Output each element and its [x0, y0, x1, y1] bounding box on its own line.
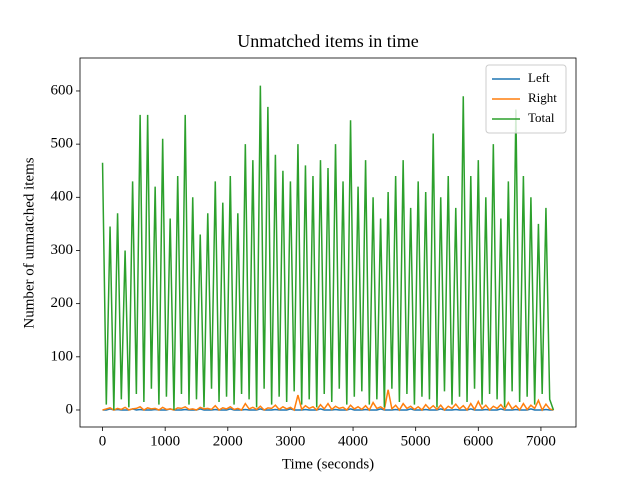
- axes-frame: [79, 57, 577, 428]
- y-axis-label: Number of unmatched items: [21, 157, 37, 328]
- chart-title: Unmatched items in time: [237, 31, 418, 51]
- x-axis-label: Time (seconds): [282, 456, 374, 472]
- y-tick-label: 200: [51, 295, 74, 311]
- y-tick-label: 0: [66, 401, 74, 417]
- y-tick-label: 100: [51, 348, 74, 364]
- legend-label: Left: [528, 70, 550, 85]
- line-series: [101, 85, 555, 411]
- x-tick-label: 6000: [463, 433, 493, 449]
- x-tick-label: 7000: [526, 433, 556, 449]
- y-tick-label: 400: [51, 189, 74, 205]
- line-series: [102, 408, 554, 411]
- line-series: [102, 389, 554, 412]
- x-tick-label: 5000: [401, 433, 431, 449]
- x-tick-label: 1000: [150, 433, 180, 449]
- legend: Left Right Total: [485, 64, 567, 134]
- y-tick-label: 300: [51, 242, 74, 258]
- x-tick-label: 2000: [213, 433, 243, 449]
- legend-box: [485, 64, 567, 134]
- y-tick-label: 600: [51, 82, 74, 98]
- x-tick-label: 4000: [338, 433, 368, 449]
- x-tick-label: 3000: [275, 433, 305, 449]
- legend-label: Total: [528, 110, 555, 125]
- x-tick-label: 0: [99, 433, 107, 449]
- legend-label: Right: [528, 90, 557, 105]
- y-tick-label: 500: [51, 136, 74, 152]
